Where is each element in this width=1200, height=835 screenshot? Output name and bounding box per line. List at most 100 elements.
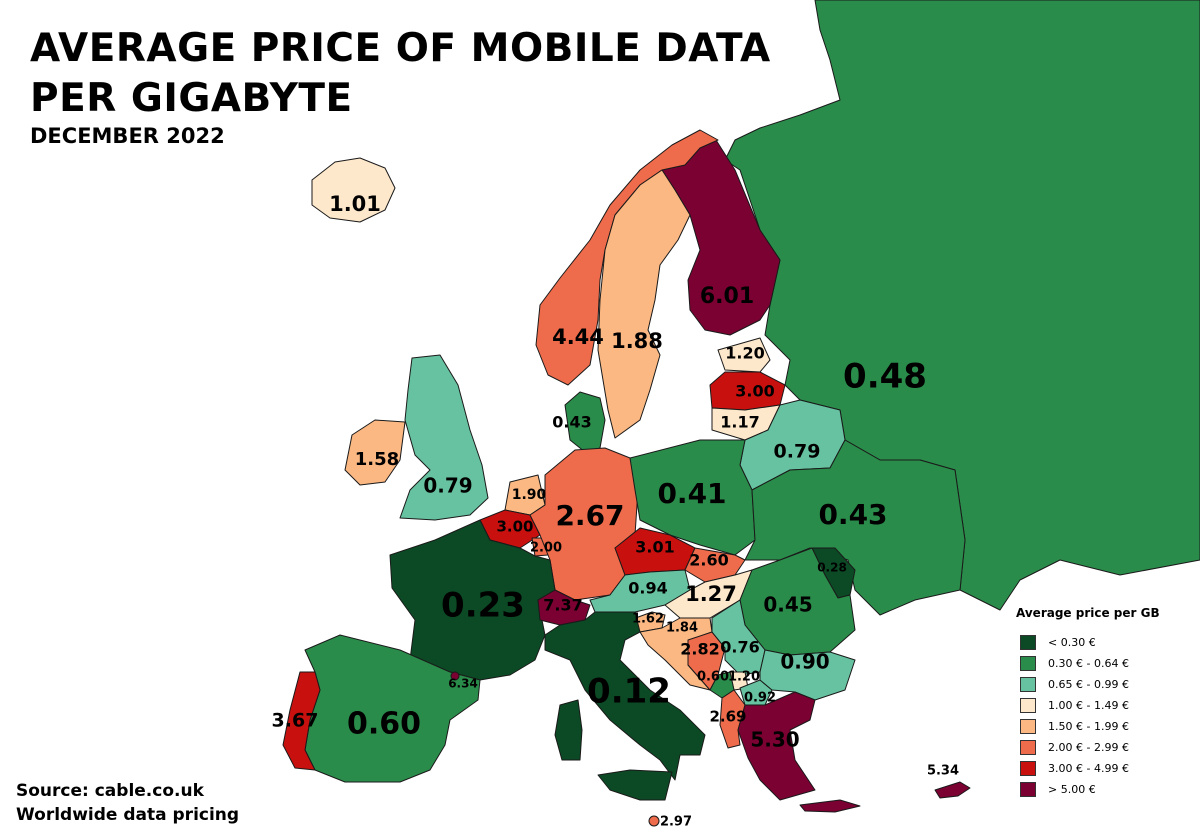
label-italy: 0.12 bbox=[587, 672, 671, 712]
label-luxembourg: 2.00 bbox=[530, 541, 562, 556]
label-andorra: 6.34 bbox=[448, 677, 478, 691]
label-uk: 0.79 bbox=[423, 474, 472, 498]
legend-label: > 5.00 € bbox=[1048, 783, 1096, 796]
legend-label: < 0.30 € bbox=[1048, 636, 1096, 649]
country-albania bbox=[719, 689, 746, 749]
country-norway bbox=[535, 129, 719, 386]
label-latvia: 3.00 bbox=[735, 382, 774, 401]
legend-label: 0.30 € - 0.64 € bbox=[1048, 657, 1129, 670]
legend-item: 1.50 € - 1.99 € bbox=[1016, 716, 1160, 737]
country-italy bbox=[544, 611, 706, 781]
label-hungary: 1.27 bbox=[685, 582, 737, 606]
country-ireland bbox=[344, 419, 406, 486]
country-poland bbox=[629, 439, 756, 556]
label-netherlands: 1.90 bbox=[512, 487, 547, 503]
country-ukraine bbox=[744, 439, 966, 616]
legend-label: 1.50 € - 1.99 € bbox=[1048, 720, 1129, 733]
country-sweden bbox=[597, 169, 691, 439]
label-romania: 0.45 bbox=[763, 593, 812, 617]
country-italy-sicily bbox=[597, 769, 673, 801]
legend-item: < 0.30 € bbox=[1016, 632, 1160, 653]
label-austria: 0.94 bbox=[628, 579, 667, 598]
legend-swatch bbox=[1020, 635, 1036, 650]
legend-item: 2.00 € - 2.99 € bbox=[1016, 737, 1160, 758]
country-uk bbox=[399, 354, 489, 521]
legend-swatch bbox=[1020, 782, 1036, 797]
country-cyprus bbox=[934, 781, 971, 799]
label-russia: 0.48 bbox=[843, 357, 927, 397]
country-portugal bbox=[282, 671, 321, 771]
legend-swatch bbox=[1020, 656, 1036, 671]
label-belgium: 3.00 bbox=[496, 518, 533, 536]
label-greece: 5.30 bbox=[750, 728, 799, 752]
legend-label: 2.00 € - 2.99 € bbox=[1048, 741, 1129, 754]
label-moldova: 0.28 bbox=[817, 561, 847, 575]
map-title-line2: PER GIGABYTE bbox=[30, 76, 353, 121]
country-greece-crete bbox=[799, 799, 861, 813]
label-malta: 2.97 bbox=[660, 815, 692, 830]
country-russia bbox=[724, 0, 1200, 611]
country-malta bbox=[648, 815, 660, 827]
label-norway: 4.44 bbox=[552, 325, 604, 349]
legend-item: 1.00 € - 1.49 € bbox=[1016, 695, 1160, 716]
source-line1: Source: cable.co.uk bbox=[16, 781, 204, 801]
legend-item: > 5.00 € bbox=[1016, 779, 1160, 800]
legend-swatch bbox=[1020, 677, 1036, 692]
label-czechia: 3.01 bbox=[635, 538, 674, 557]
legend-swatch bbox=[1020, 761, 1036, 776]
label-kosovo: 1.20 bbox=[728, 670, 760, 685]
label-slovakia: 2.60 bbox=[689, 551, 728, 570]
legend-label: 0.65 € - 0.99 € bbox=[1048, 678, 1129, 691]
map-subtitle: DECEMBER 2022 bbox=[30, 124, 225, 148]
label-finland: 6.01 bbox=[700, 284, 754, 309]
label-bulgaria: 0.90 bbox=[780, 650, 829, 674]
legend-item: 3.00 € - 4.99 € bbox=[1016, 758, 1160, 779]
country-denmark bbox=[564, 391, 606, 453]
country-switzerland bbox=[537, 589, 591, 626]
label-switzerland: 7.37 bbox=[543, 596, 582, 615]
label-montenegro: 0.60 bbox=[697, 670, 729, 685]
label-bosnia: 2.82 bbox=[680, 640, 719, 659]
label-poland: 0.41 bbox=[657, 477, 726, 510]
country-serbia bbox=[711, 599, 766, 676]
label-spain: 0.60 bbox=[347, 707, 421, 742]
label-germany: 2.67 bbox=[555, 499, 624, 532]
label-ukraine: 0.43 bbox=[818, 498, 887, 531]
label-ireland: 1.58 bbox=[355, 449, 399, 470]
country-iceland bbox=[311, 157, 396, 223]
legend-label: 1.00 € - 1.49 € bbox=[1048, 699, 1129, 712]
label-cyprus: 5.34 bbox=[927, 764, 959, 779]
legend-label: 3.00 € - 4.99 € bbox=[1048, 762, 1129, 775]
country-france bbox=[389, 519, 556, 681]
label-serbia: 0.76 bbox=[720, 638, 759, 657]
legend-item: 0.30 € - 0.64 € bbox=[1016, 653, 1160, 674]
label-croatia: 1.84 bbox=[666, 621, 698, 636]
source-line2: Worldwide data pricing bbox=[16, 805, 240, 825]
label-france: 0.23 bbox=[441, 586, 525, 626]
label-iceland: 1.01 bbox=[329, 192, 381, 216]
legend-swatch bbox=[1020, 698, 1036, 713]
label-albania: 2.69 bbox=[709, 708, 746, 726]
country-italy-sardinia bbox=[554, 699, 583, 761]
label-estonia: 1.20 bbox=[725, 344, 764, 363]
label-belarus: 0.79 bbox=[774, 441, 821, 463]
legend-title: Average price per GB bbox=[1016, 606, 1160, 620]
map-title-line1: AVERAGE PRICE OF MOBILE DATA bbox=[30, 26, 771, 71]
legend: Average price per GB < 0.30 € 0.30 € - 0… bbox=[1016, 606, 1160, 800]
label-sweden: 1.88 bbox=[611, 329, 663, 353]
label-lithuania: 1.17 bbox=[720, 413, 759, 432]
label-portugal: 3.67 bbox=[272, 710, 319, 732]
country-montenegro bbox=[709, 671, 735, 699]
label-slovenia: 1.62 bbox=[632, 612, 664, 627]
country-greece bbox=[737, 691, 816, 801]
country-andorra bbox=[450, 671, 460, 681]
country-bulgaria bbox=[759, 649, 856, 701]
legend-swatch bbox=[1020, 719, 1036, 734]
country-north-macedonia bbox=[739, 679, 773, 706]
country-estonia bbox=[717, 337, 771, 373]
label-north-macedonia: 0.92 bbox=[744, 691, 776, 706]
label-denmark: 0.43 bbox=[552, 413, 591, 432]
legend-swatch bbox=[1020, 740, 1036, 755]
legend-items: < 0.30 € 0.30 € - 0.64 € 0.65 € - 0.99 €… bbox=[1016, 632, 1160, 800]
